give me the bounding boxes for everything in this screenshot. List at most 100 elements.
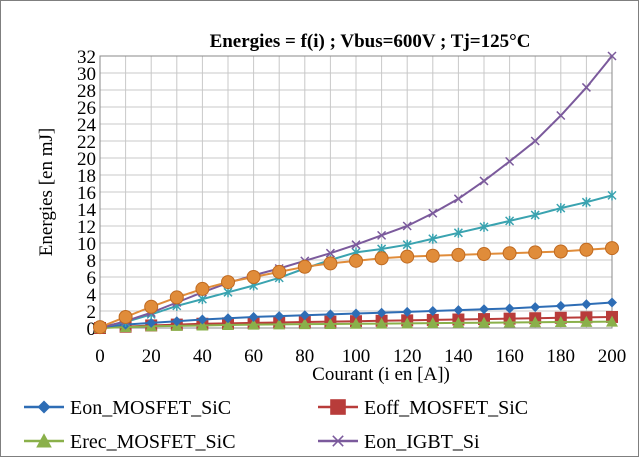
data-point — [427, 306, 438, 316]
y-tick-label: 16 — [77, 183, 96, 204]
data-point — [428, 208, 438, 218]
data-point — [274, 311, 285, 322]
data-point — [451, 247, 466, 262]
legend-label: Eoff_MOSFET_SiC — [364, 397, 528, 419]
data-point — [479, 176, 489, 186]
data-point — [349, 253, 363, 268]
data-point — [375, 317, 388, 329]
data-point — [402, 306, 413, 317]
legend-entry: Eoff_MOSFET_SiC — [318, 397, 528, 419]
x-tick-label: 160 — [495, 346, 524, 367]
data-point — [223, 313, 233, 324]
data-point — [298, 318, 311, 330]
data-point — [118, 309, 133, 324]
data-point — [530, 302, 541, 313]
data-point — [272, 264, 287, 279]
x-tick-label: 180 — [547, 346, 576, 367]
legend-entry: Eon_MOSFET_SiC — [24, 397, 231, 419]
y-axis-label: Energies [en mJ] — [36, 128, 57, 256]
data-point — [37, 400, 51, 414]
x-tick-label: 200 — [598, 346, 627, 367]
data-point — [401, 317, 414, 329]
data-point — [426, 317, 439, 329]
data-point — [197, 314, 208, 325]
y-tick-label: 24 — [77, 115, 97, 136]
data-point — [505, 156, 515, 166]
y-tick-label: 20 — [77, 149, 96, 170]
x-tick-label: 0 — [95, 346, 105, 367]
y-tick-label: 6 — [87, 268, 97, 289]
data-point — [556, 110, 566, 121]
data-point — [374, 251, 389, 266]
data-point — [196, 319, 209, 331]
legend-entry: Eon_IGBT_Si — [318, 431, 480, 453]
x-tick-label: 100 — [342, 346, 371, 367]
data-point — [324, 318, 337, 330]
data-point — [479, 304, 489, 315]
data-point — [330, 399, 346, 415]
data-point — [453, 227, 463, 238]
data-point — [530, 209, 540, 220]
data-point — [556, 203, 566, 214]
data-point — [146, 317, 157, 328]
data-point — [505, 215, 515, 226]
y-tick-label: 30 — [77, 64, 96, 85]
data-point — [222, 319, 234, 331]
y-tick-label: 4 — [87, 285, 97, 306]
legend-label: Erec_MOSFET_SiC — [70, 431, 236, 453]
y-tick-label: 26 — [77, 98, 96, 119]
y-tick-label: 32 — [77, 47, 96, 68]
data-point — [93, 320, 107, 335]
legend-label: Eon_IGBT_Si — [364, 431, 480, 453]
legend: Eon_MOSFET_SiC Eoff_MOSFET_SiC Erec_MOSFET… — [24, 397, 528, 453]
x-axis-label: Courant (i en [A]) — [312, 364, 450, 385]
x-tick-label: 140 — [444, 346, 473, 367]
y-tick-label: 28 — [77, 81, 96, 102]
y-tick-label: 10 — [77, 234, 96, 255]
data-point — [273, 318, 286, 330]
data-point — [452, 316, 465, 328]
data-point — [297, 259, 312, 274]
data-point — [453, 305, 464, 316]
data-point — [400, 249, 415, 264]
data-point — [402, 239, 412, 250]
data-point — [332, 435, 344, 447]
x-tick-label: 20 — [142, 346, 161, 367]
data-point — [402, 221, 412, 231]
data-point — [504, 303, 515, 314]
data-point — [36, 433, 52, 448]
series-erec-mosfet-sic — [94, 315, 618, 333]
data-point — [580, 315, 593, 327]
series-eon-mosfet-sic — [95, 297, 617, 333]
y-tick-label: 18 — [77, 166, 96, 187]
data-point — [169, 290, 184, 305]
y-tick-label: 22 — [77, 132, 96, 153]
y-tick-label: 8 — [87, 251, 97, 272]
data-point — [477, 247, 491, 262]
data-point — [607, 190, 617, 201]
data-point — [323, 256, 338, 271]
series-layer — [93, 51, 619, 335]
data-point — [529, 316, 542, 328]
series-unnamed-5 — [93, 241, 619, 335]
data-point — [376, 307, 387, 318]
chart-title: Energies = f(i) ; Vbus=600V ; Tj=125°C — [210, 31, 531, 52]
gridlines — [99, 55, 613, 329]
data-point — [351, 308, 361, 319]
data-point — [453, 194, 463, 204]
data-point — [247, 318, 260, 330]
data-point — [428, 233, 438, 244]
data-point — [195, 281, 210, 296]
y-tick-label: 14 — [77, 200, 97, 221]
data-point — [555, 300, 566, 311]
data-point — [479, 221, 489, 232]
data-point — [478, 316, 490, 328]
data-point — [425, 248, 440, 263]
data-point — [248, 311, 259, 322]
data-point — [530, 136, 540, 146]
data-point — [299, 310, 310, 321]
data-point — [606, 315, 618, 327]
data-point — [221, 275, 235, 290]
